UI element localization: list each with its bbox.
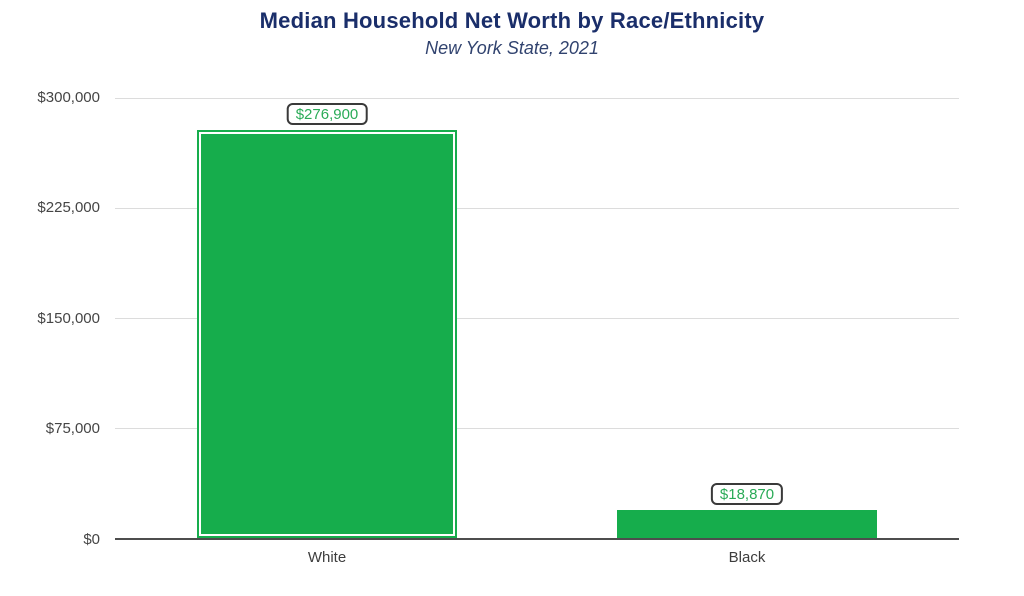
y-tick-label-300000: $300,000 (37, 89, 100, 106)
bar-white[interactable] (197, 130, 457, 538)
x-tick-label-black: Black (728, 549, 766, 566)
plot-area: $276,900 $18,870 White Black (115, 98, 959, 566)
gridline-75000 (115, 428, 959, 429)
chart-title: Median Household Net Worth by Race/Ethni… (259, 8, 765, 33)
chart-subtitle: New York State, 2021 (425, 38, 599, 58)
value-label-black: $18,870 (710, 483, 784, 505)
y-tick-label-150000: $150,000 (37, 310, 100, 327)
value-label-white: $276,900 (286, 103, 368, 125)
y-tick-label-0: $0 (83, 531, 100, 548)
gridline-300000 (115, 98, 959, 99)
chart-header: Median Household Net Worth by Race/Ethni… (0, 8, 1024, 59)
x-tick-label-white: White (307, 549, 347, 566)
y-tick-label-75000: $75,000 (45, 420, 100, 437)
bar-black[interactable] (617, 510, 877, 538)
gridline-150000 (115, 318, 959, 319)
gridline-225000 (115, 208, 959, 209)
y-tick-label-225000: $225,000 (37, 199, 100, 216)
